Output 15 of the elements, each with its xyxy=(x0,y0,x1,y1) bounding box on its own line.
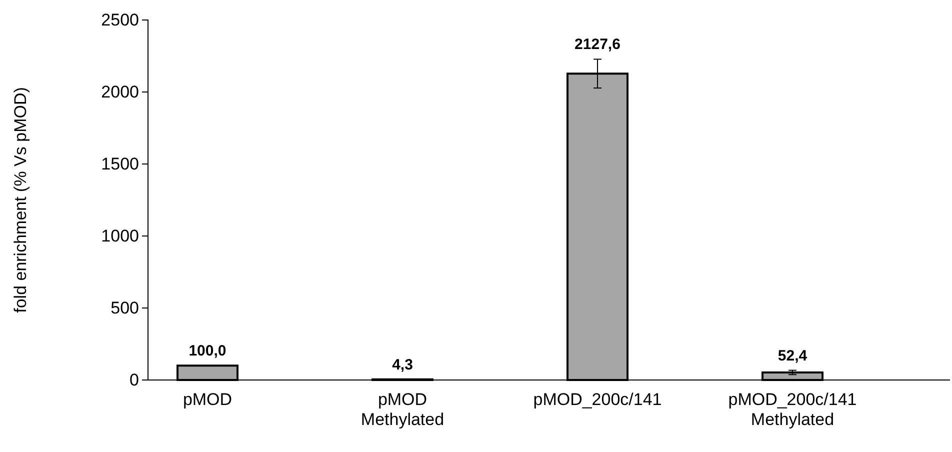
data-label: 2127,6 xyxy=(574,36,620,54)
y-tick-label: 1500 xyxy=(101,154,139,174)
data-label: 100,0 xyxy=(188,342,226,360)
y-axis-title: fold enrichment (% Vs pMOD) xyxy=(11,87,30,313)
x-tick-label: pMOD Methylated xyxy=(360,390,444,429)
x-tick-label: pMOD_200c/141 Methylated xyxy=(728,390,857,429)
x-tick-label: pMOD_200c/141 xyxy=(533,390,662,409)
x-tick-label: pMOD xyxy=(182,390,232,409)
data-label: 52,4 xyxy=(778,347,808,364)
y-tick-label: 0 xyxy=(130,370,139,390)
y-tick-label: 500 xyxy=(110,298,139,318)
y-tick-label: 1000 xyxy=(101,226,139,246)
data-label: 4,3 xyxy=(392,356,413,374)
y-tick-label: 2500 xyxy=(101,10,139,30)
y-tick-label: 2000 xyxy=(101,82,139,102)
